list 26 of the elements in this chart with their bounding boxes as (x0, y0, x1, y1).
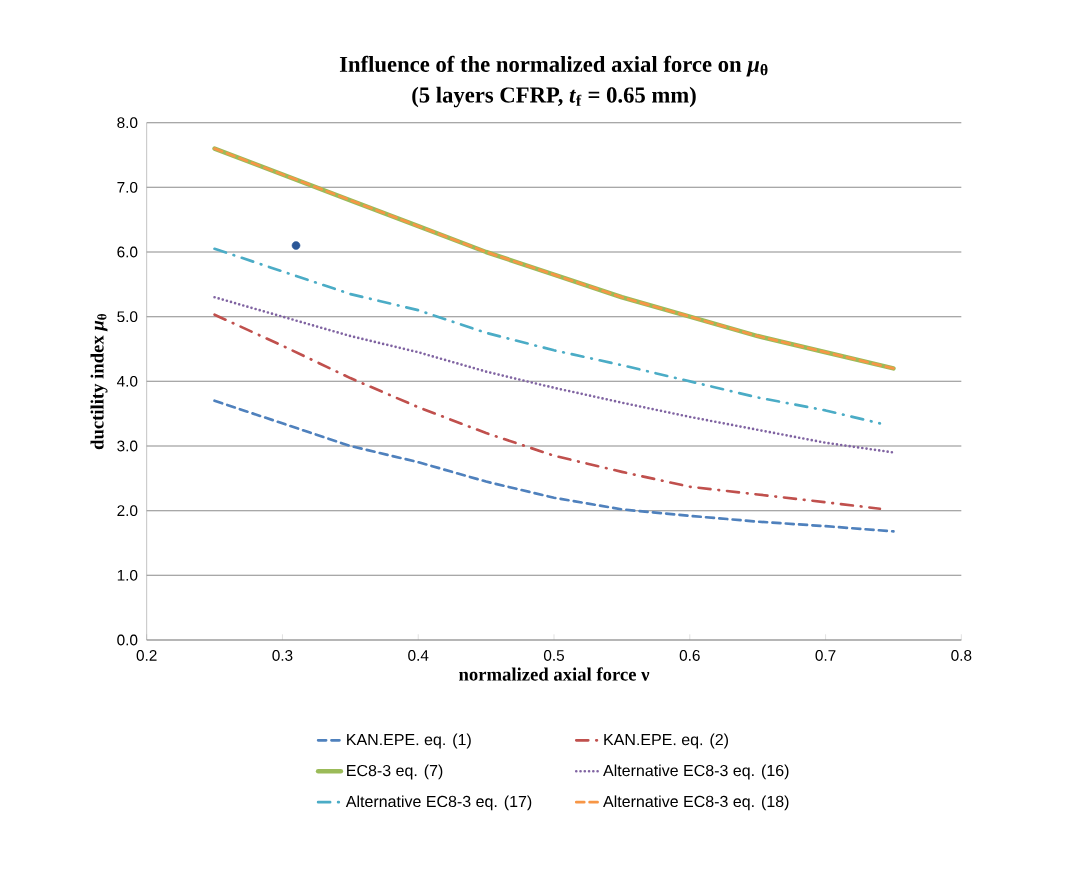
legend-label: Alternative EC8-3 eq. (18) (603, 795, 789, 811)
x-tick-label: 0.3 (272, 650, 293, 661)
legend-label: KAN.EPE. eq. (1) (347, 733, 471, 749)
y-axis-title: ductility index μ$_{θ}$ (90, 313, 108, 450)
legend-label: Alternative EC8-3 eq. (16) (603, 764, 789, 780)
y-tick-label: 8.0 (117, 117, 138, 129)
x-tick-label: 0.5 (543, 650, 565, 661)
y-tick-label: 7.0 (117, 181, 138, 193)
legend-label: EC8-3 eq. (7) (347, 764, 443, 780)
x-tick-label: 0.4 (408, 650, 429, 661)
y-tick-label: 4.0 (117, 375, 138, 387)
x-tick-label: 0.7 (815, 650, 836, 661)
chart-subtitle: (5 layers CFRP, t$_{f}$ = 0.65 mm) (412, 86, 696, 108)
legend-label: Alternative EC8-3 eq. (17) (345, 795, 532, 811)
y-tick-label: 6.0 (117, 246, 138, 258)
y-tick-label: 5.0 (117, 311, 138, 323)
y-tick-label: 0.0 (117, 634, 138, 646)
y-tick-label: 3.0 (117, 440, 138, 452)
y-tick-label: 2.0 (117, 505, 138, 517)
chart-title: Influence of the normalized axial force on μ$_{θ}$ (339, 55, 768, 77)
x-axis-title: normalized axial force ν (459, 667, 650, 681)
y-tick-label: 1.0 (117, 569, 138, 581)
x-tick-label: 0.2 (136, 650, 157, 661)
legend-label: KAN.EPE. eq. (2) (604, 733, 728, 749)
x-tick-label: 0.6 (679, 650, 700, 661)
x-tick-label: 0.8 (951, 650, 972, 661)
